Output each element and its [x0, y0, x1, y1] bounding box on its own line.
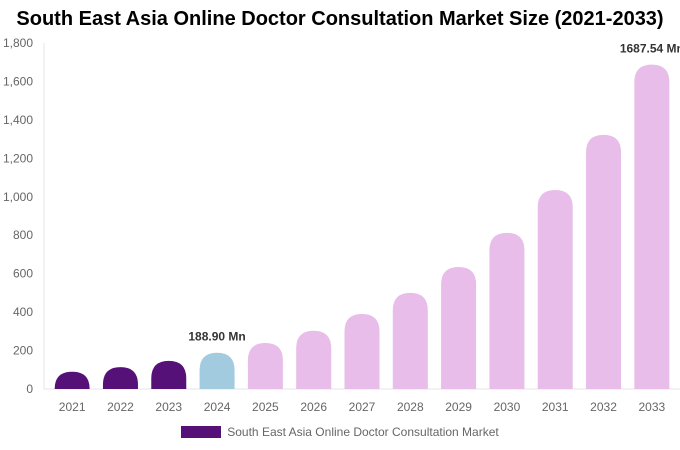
data-label-2024: 188.90 Mn [188, 330, 245, 344]
x-tick-label: 2029 [445, 400, 472, 414]
bar-2032 [586, 134, 622, 389]
bar-2028 [392, 292, 428, 389]
bar-2031 [537, 190, 573, 389]
bar-2026 [296, 330, 332, 389]
bar-2022 [102, 367, 138, 389]
y-tick-label: 1,400 [3, 113, 33, 127]
y-tick-label: 800 [13, 228, 33, 242]
legend-swatch [181, 426, 222, 438]
x-tick-label: 2033 [638, 400, 665, 414]
x-tick-label: 2024 [204, 400, 231, 414]
y-tick-label: 400 [13, 305, 33, 319]
y-tick-label: 1,000 [3, 190, 33, 204]
bar-2021 [54, 371, 90, 389]
chart-title: South East Asia Online Doctor Consultati… [16, 8, 664, 30]
y-tick-label: 1,200 [3, 151, 33, 165]
x-tick-label: 2025 [252, 400, 279, 414]
x-tick-label: 2028 [397, 400, 424, 414]
bar-2027 [344, 314, 380, 389]
bar-2025 [247, 343, 283, 389]
x-tick-label: 2023 [155, 400, 182, 414]
y-tick-label: 600 [13, 267, 33, 281]
y-tick-label: 1,800 [3, 36, 33, 50]
x-tick-label: 2030 [494, 400, 521, 414]
bar-2030 [489, 232, 525, 389]
legend-label: South East Asia Online Doctor Consultati… [227, 425, 499, 439]
data-label-2033: 1687.54 Mn [620, 42, 680, 56]
y-tick-label: 1,600 [3, 74, 33, 88]
y-tick-label: 200 [13, 344, 33, 358]
x-tick-label: 2032 [590, 400, 617, 414]
bar-2024 [199, 352, 235, 389]
legend: South East Asia Online Doctor Consultati… [0, 425, 680, 439]
x-tick-label: 2021 [59, 400, 86, 414]
bar-2033 [634, 64, 670, 389]
bar-2029 [441, 266, 477, 389]
y-tick-label: 0 [26, 382, 33, 396]
x-tick-label: 2031 [542, 400, 569, 414]
bar-2023 [151, 360, 187, 389]
x-tick-label: 2026 [300, 400, 327, 414]
x-tick-label: 2022 [107, 400, 134, 414]
x-tick-label: 2027 [349, 400, 376, 414]
